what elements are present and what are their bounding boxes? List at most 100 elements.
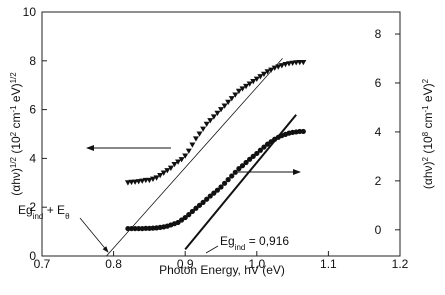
point — [186, 212, 192, 218]
x-tick-label: 1.1 — [320, 257, 337, 271]
label-part: ind — [33, 212, 44, 221]
point — [261, 144, 267, 150]
point — [264, 69, 271, 75]
point — [225, 99, 232, 106]
annotation: Egind = 0,916 — [220, 234, 289, 252]
label-part: cm — [9, 113, 23, 132]
label-part: Eg — [220, 234, 235, 248]
point — [157, 172, 164, 179]
x-tick-label: 0.8 — [105, 257, 122, 271]
point — [260, 71, 267, 78]
point — [125, 225, 131, 232]
point — [193, 205, 199, 211]
label-part: -1 — [421, 105, 430, 113]
point — [253, 76, 260, 82]
point — [275, 64, 282, 70]
point — [228, 96, 235, 102]
point — [282, 61, 289, 68]
y-tick-label: 4 — [29, 151, 36, 165]
fit-line — [106, 58, 283, 257]
point — [171, 162, 178, 168]
point — [218, 107, 224, 113]
x-tick-label: 0.9 — [177, 257, 194, 271]
point — [221, 103, 228, 109]
point — [250, 79, 257, 85]
point — [214, 110, 221, 117]
label-part: eV) — [421, 83, 435, 105]
point — [192, 136, 199, 142]
point — [235, 88, 242, 95]
point — [204, 196, 210, 202]
point — [207, 118, 214, 124]
label-part: (αhν) — [421, 161, 435, 189]
point — [297, 128, 303, 135]
point — [182, 153, 189, 159]
annotation-leader — [205, 245, 219, 254]
label-part: cm — [421, 113, 435, 132]
point — [196, 131, 203, 137]
point — [164, 168, 171, 174]
point — [189, 142, 196, 148]
label-part: eV) — [9, 83, 23, 105]
point — [286, 61, 293, 67]
point — [214, 187, 221, 193]
point — [239, 163, 246, 169]
point — [182, 214, 188, 221]
label-part: (10 — [421, 136, 435, 157]
point — [203, 121, 210, 128]
x-tick-label: 0.7 — [34, 257, 51, 271]
point — [232, 169, 238, 175]
y2-tick-label: 6 — [375, 76, 382, 90]
point — [207, 193, 213, 199]
label-part: (αhν) — [9, 168, 23, 196]
label-part: 2 — [9, 131, 18, 136]
point — [232, 92, 239, 98]
point — [146, 177, 153, 184]
point — [221, 180, 228, 186]
point — [196, 202, 203, 208]
point — [167, 165, 174, 171]
label-part: = 0,916 — [245, 234, 289, 248]
point — [124, 180, 131, 186]
point — [268, 67, 275, 73]
point — [132, 179, 139, 185]
y-axis-label: (αhν)1/2 (102 cm-1 eV)1/2 — [9, 72, 24, 196]
point — [210, 114, 217, 120]
label-part: 8 — [421, 131, 430, 136]
y-tick-label: 10 — [23, 5, 37, 19]
label-part: (10 — [9, 136, 23, 157]
point — [149, 176, 156, 182]
point — [278, 63, 285, 69]
label-part: 1/2 — [9, 156, 18, 168]
point — [257, 74, 264, 80]
point — [271, 65, 278, 71]
point — [254, 150, 260, 157]
point — [178, 157, 185, 163]
label-part: Eg — [18, 203, 33, 217]
y-tick-label: 8 — [29, 54, 36, 68]
label-part: 1/2 — [9, 72, 18, 84]
point — [257, 147, 263, 153]
label-part: ind — [235, 243, 246, 252]
point — [185, 148, 192, 154]
point — [200, 126, 207, 132]
y2-tick-label: 0 — [375, 223, 382, 237]
point — [250, 153, 256, 159]
point — [139, 178, 146, 184]
point — [243, 159, 249, 166]
point — [247, 156, 253, 162]
label-part: 2 — [421, 78, 430, 83]
label-part: θ — [65, 212, 70, 221]
point — [229, 173, 235, 179]
label-part: 2 — [421, 156, 430, 161]
point — [128, 225, 135, 232]
point — [243, 83, 250, 90]
y2-tick-label: 2 — [375, 174, 382, 188]
x-axis-label: Photon Energy, hV (eV) — [159, 263, 285, 277]
y-tick-label: 2 — [29, 200, 36, 214]
point — [189, 208, 195, 215]
point — [200, 199, 206, 206]
label-part: + E — [43, 203, 65, 217]
y2-axis-label: (αhν)2 (108 cm-1 eV)2 — [421, 78, 436, 189]
